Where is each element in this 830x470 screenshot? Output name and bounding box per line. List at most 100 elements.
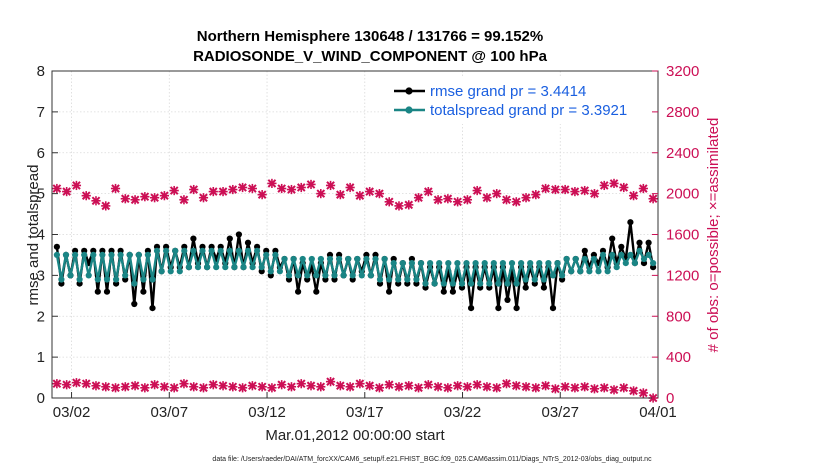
legend: rmse grand pr = 3.4414 totalspread grand… xyxy=(390,78,652,124)
obs-possible-point xyxy=(394,201,404,211)
obs-assimilated-point xyxy=(521,382,531,392)
spread-point xyxy=(376,276,384,283)
spread-point xyxy=(254,247,261,254)
rmse-point xyxy=(440,288,447,295)
y2-tick-label: 2000 xyxy=(666,186,699,203)
spread-point xyxy=(586,268,593,275)
spread-point xyxy=(181,247,188,254)
obs-assimilated-point xyxy=(179,379,189,389)
obs-possible-point xyxy=(413,193,424,203)
spread-point xyxy=(240,264,247,271)
obs-possible-point xyxy=(531,190,541,200)
rmse-point xyxy=(103,288,111,295)
obs-possible-point xyxy=(599,180,609,191)
rmse-point xyxy=(53,243,61,250)
spread-point xyxy=(140,276,147,283)
y-tick-label: 4 xyxy=(37,227,45,244)
spread-point xyxy=(58,276,65,283)
obs-assimilated-point xyxy=(423,380,433,390)
spread-point xyxy=(163,247,170,254)
obs-possible-point xyxy=(267,178,277,189)
spread-point xyxy=(545,260,552,267)
spread-point xyxy=(131,280,138,287)
obs-possible-point xyxy=(62,186,72,197)
legend-spread-label: totalspread grand pr = 3.3921 xyxy=(430,102,627,119)
spread-point xyxy=(349,272,356,279)
spread-point xyxy=(90,251,97,258)
obs-assimilated-point xyxy=(228,382,238,392)
obs-possible-point xyxy=(462,195,473,205)
obs-assimilated-point xyxy=(443,383,453,393)
obs-possible-point xyxy=(101,201,111,211)
spread-point xyxy=(449,280,456,287)
obs-assimilated-point xyxy=(71,378,82,388)
rmse-point xyxy=(190,235,197,242)
rmse-point xyxy=(513,305,520,312)
obs-possible-point xyxy=(521,193,531,203)
obs-possible-point xyxy=(208,186,218,197)
spread-point xyxy=(158,268,165,275)
obs-possible-point xyxy=(296,182,306,193)
y-tick-label: 0 xyxy=(37,390,45,407)
obs-possible-point xyxy=(580,185,590,196)
obs-possible-point xyxy=(120,194,130,204)
obs-possible-point xyxy=(511,197,521,207)
obs-layer xyxy=(52,178,658,403)
spread-point xyxy=(263,251,270,258)
legend-rmse-marker xyxy=(405,87,413,95)
spread-point xyxy=(354,255,361,263)
spread-point xyxy=(336,255,343,263)
spread-point xyxy=(199,247,206,254)
obs-possible-point xyxy=(423,186,433,197)
obs-assimilated-point xyxy=(208,380,218,390)
spread-point xyxy=(108,251,115,258)
spread-point xyxy=(472,260,479,267)
obs-assimilated-point xyxy=(140,383,150,393)
spread-point xyxy=(440,280,447,287)
spread-point xyxy=(581,255,588,263)
obs-possible-point xyxy=(150,193,160,203)
spread-point xyxy=(358,272,365,279)
spread-point xyxy=(640,255,648,263)
spread-point xyxy=(504,280,511,287)
obs-assimilated-point xyxy=(609,385,619,395)
y-tick-label: 7 xyxy=(37,104,45,121)
spread-point xyxy=(445,260,452,267)
spread-point xyxy=(372,255,379,263)
spread-point xyxy=(427,260,434,267)
obs-possible-point xyxy=(589,189,600,199)
obs-possible-point xyxy=(550,184,560,195)
y2-tick-label: 2800 xyxy=(666,104,699,121)
spread-point xyxy=(340,272,347,279)
y2-tick-label: 2400 xyxy=(666,145,699,162)
rmse-point xyxy=(313,288,320,295)
obs-assimilated-point xyxy=(169,383,179,393)
obs-possible-point xyxy=(443,194,453,204)
obs-possible-point xyxy=(384,197,394,207)
obs-possible-point xyxy=(492,189,502,199)
obs-assimilated-point xyxy=(365,381,375,391)
spread-point xyxy=(463,260,470,267)
chart-title-line2: RADIOSONDE_V_WIND_COMPONENT @ 100 hPa xyxy=(193,48,548,65)
spread-point xyxy=(172,247,179,254)
obs-possible-point xyxy=(159,191,170,201)
spread-point xyxy=(285,272,293,279)
obs-assimilated-point xyxy=(511,381,521,391)
rmse-point xyxy=(235,231,242,238)
rmse-point xyxy=(226,235,233,242)
y2-tick-label: 3200 xyxy=(666,63,699,80)
legend-box xyxy=(390,78,652,124)
obs-possible-point xyxy=(433,195,443,205)
spread-point xyxy=(568,268,575,275)
spread-point xyxy=(313,272,320,279)
obs-assimilated-point xyxy=(150,380,160,390)
rmse-point xyxy=(609,235,616,242)
x-tick-label: 03/27 xyxy=(541,404,579,421)
rmse-point xyxy=(295,288,302,295)
obs-assimilated-point xyxy=(374,383,385,393)
obs-assimilated-point xyxy=(296,379,306,389)
spread-point xyxy=(117,251,124,258)
spread-point xyxy=(317,255,324,263)
obs-assimilated-point xyxy=(62,380,72,390)
